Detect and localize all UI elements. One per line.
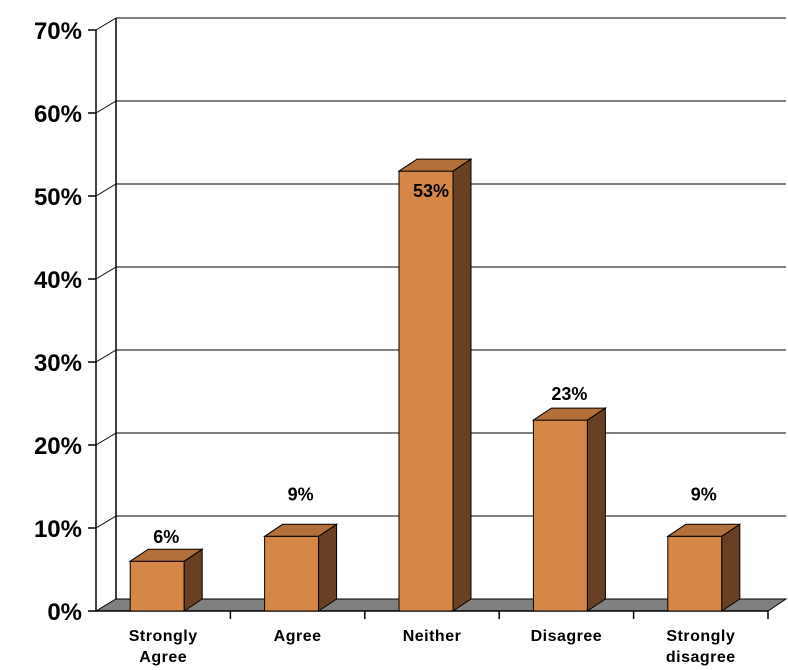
y-tick-label: 30%	[34, 350, 82, 377]
bar	[666, 523, 742, 612]
bar-side	[721, 523, 741, 612]
bar-front	[264, 535, 320, 612]
data-label: 9%	[288, 484, 314, 504]
gridline-depth	[95, 515, 117, 529]
gridline-depth	[95, 432, 117, 446]
y-tick-label: 20%	[34, 433, 82, 460]
x-tick-label: Neither	[403, 628, 462, 645]
bar	[128, 548, 204, 612]
data-label: 9%	[691, 484, 717, 504]
bar-side	[318, 523, 338, 612]
bar-side	[452, 158, 472, 612]
bar	[531, 407, 608, 612]
gridline-depth	[95, 17, 117, 31]
y-tick-label: 40%	[34, 267, 82, 294]
y-tick-label: 60%	[34, 101, 82, 128]
bar-front	[532, 419, 588, 612]
bar-front	[398, 170, 454, 612]
bar-front	[129, 560, 185, 612]
bar-side	[586, 407, 606, 612]
gridline-depth	[95, 266, 117, 280]
bar-top	[128, 548, 204, 562]
gridline-depth	[95, 349, 117, 363]
bar-top	[531, 407, 608, 421]
y-tick-label: 50%	[34, 184, 82, 211]
bar	[397, 158, 473, 612]
x-tick-label: Agree	[274, 628, 322, 645]
bar	[262, 523, 339, 612]
x-tick-label: Disagree	[531, 628, 603, 645]
data-label: 53%	[413, 181, 449, 201]
y-tick-label: 70%	[34, 18, 82, 45]
data-label: 6%	[153, 527, 179, 547]
y-tick-label: 10%	[34, 516, 82, 543]
x-tick-label: Strongly Agree	[129, 628, 198, 666]
gridline-depth	[95, 183, 117, 197]
bar-top	[397, 158, 473, 172]
bar-top	[262, 523, 339, 537]
data-label: 23%	[551, 384, 587, 404]
y-tick-label: 0%	[47, 599, 82, 626]
bar-front	[667, 535, 723, 612]
gridline-depth	[95, 100, 117, 114]
bar-top	[666, 523, 742, 537]
x-tick-label: Strongly disagree	[666, 628, 736, 666]
